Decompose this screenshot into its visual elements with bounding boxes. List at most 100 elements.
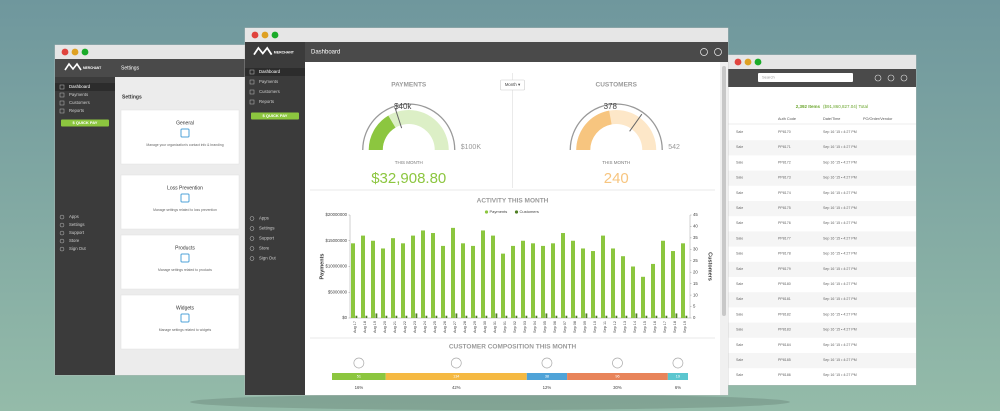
nav-item[interactable]: Reports bbox=[259, 99, 274, 104]
composition-segment[interactable] bbox=[332, 373, 386, 380]
nav-item[interactable]: Dashboard bbox=[259, 69, 281, 74]
bar[interactable] bbox=[451, 227, 455, 318]
bar[interactable] bbox=[651, 263, 655, 318]
nav-item[interactable]: Dashboard bbox=[69, 84, 91, 89]
nav-item[interactable]: Store bbox=[259, 246, 270, 251]
bar[interactable] bbox=[681, 243, 685, 318]
table-cell[interactable]: PP8173 bbox=[778, 176, 791, 180]
card-title[interactable]: Products bbox=[175, 245, 195, 251]
bar[interactable] bbox=[595, 315, 598, 318]
header-icon[interactable] bbox=[887, 74, 895, 82]
bar[interactable] bbox=[381, 248, 385, 318]
window-button[interactable] bbox=[71, 48, 79, 56]
settings-card[interactable] bbox=[120, 109, 240, 165]
bar[interactable] bbox=[475, 315, 478, 318]
bar[interactable] bbox=[361, 235, 365, 318]
bar[interactable] bbox=[655, 315, 658, 318]
table-cell[interactable]: PP8186 bbox=[778, 373, 791, 377]
search-placeholder[interactable]: Search bbox=[762, 75, 775, 80]
bar[interactable] bbox=[491, 235, 495, 318]
bar[interactable] bbox=[661, 240, 665, 318]
bar[interactable] bbox=[571, 240, 575, 318]
table-cell[interactable]: Sep 16 '15 • 4:27 PM bbox=[823, 297, 857, 301]
table-cell[interactable]: PP8172 bbox=[778, 160, 791, 164]
bar[interactable] bbox=[371, 240, 375, 318]
bar[interactable] bbox=[631, 266, 635, 319]
table-cell[interactable]: Sale bbox=[736, 343, 743, 347]
bar[interactable] bbox=[461, 243, 465, 318]
table-cell[interactable]: Sep 16 '15 • 4:27 PM bbox=[823, 373, 857, 377]
bar[interactable] bbox=[401, 243, 405, 318]
legend-label[interactable]: Payments bbox=[490, 209, 508, 214]
settings-card[interactable] bbox=[120, 174, 240, 230]
nav-item[interactable]: Reports bbox=[69, 108, 84, 113]
nav-item[interactable]: Settings bbox=[259, 226, 275, 231]
window-button[interactable] bbox=[271, 31, 279, 39]
table-cell[interactable]: Sep 16 '15 • 4:27 PM bbox=[823, 191, 857, 195]
bar[interactable] bbox=[585, 313, 588, 318]
bar[interactable] bbox=[525, 315, 528, 318]
table-cell[interactable]: PP8180 bbox=[778, 282, 791, 286]
settings-card[interactable] bbox=[120, 294, 240, 350]
bar[interactable] bbox=[485, 315, 488, 318]
settings-card[interactable] bbox=[120, 234, 240, 290]
composition-segment[interactable] bbox=[385, 373, 527, 380]
window-button[interactable] bbox=[744, 58, 752, 66]
table-cell[interactable]: Sale bbox=[736, 236, 743, 240]
bar[interactable] bbox=[591, 251, 595, 318]
bar[interactable] bbox=[375, 313, 378, 318]
quick-pay-label[interactable]: $ QUICK PAY bbox=[263, 113, 288, 118]
table-cell[interactable]: Sep 16 '15 • 4:27 PM bbox=[823, 176, 857, 180]
table-cell[interactable]: Sep 16 '15 • 4:27 PM bbox=[823, 130, 857, 134]
nav-item[interactable]: Apps bbox=[259, 216, 269, 221]
nav-item[interactable]: Settings bbox=[69, 222, 85, 227]
composition-segment[interactable] bbox=[567, 373, 668, 380]
table-cell[interactable]: Sep 16 '15 • 4:27 PM bbox=[823, 145, 857, 149]
table-cell[interactable]: Sale bbox=[736, 267, 743, 271]
nav-item[interactable]: Payments bbox=[69, 92, 88, 97]
bar[interactable] bbox=[411, 235, 415, 318]
table-cell[interactable]: PP8177 bbox=[778, 236, 791, 240]
bar[interactable] bbox=[385, 315, 388, 318]
nav-item[interactable]: Payments bbox=[259, 79, 278, 84]
table-cell[interactable]: Sep 16 '15 • 4:27 PM bbox=[823, 328, 857, 332]
nav-item[interactable]: Support bbox=[69, 230, 85, 235]
header-icon[interactable] bbox=[874, 74, 882, 82]
bar[interactable] bbox=[545, 313, 548, 318]
table-cell[interactable]: PP8181 bbox=[778, 297, 791, 301]
nav-item[interactable]: Apps bbox=[69, 214, 79, 219]
table-cell[interactable]: Sep 16 '15 • 4:27 PM bbox=[823, 236, 857, 240]
bar[interactable] bbox=[445, 315, 448, 318]
bar[interactable] bbox=[625, 315, 628, 318]
quick-pay-button[interactable] bbox=[61, 119, 109, 127]
bar[interactable] bbox=[511, 245, 515, 318]
table-cell[interactable]: Sale bbox=[736, 160, 743, 164]
bar[interactable] bbox=[561, 233, 565, 318]
composition-segment[interactable] bbox=[526, 373, 568, 380]
bar[interactable] bbox=[515, 315, 518, 318]
bar[interactable] bbox=[431, 233, 435, 318]
table-cell[interactable]: PP8183 bbox=[778, 328, 791, 332]
table-cell[interactable]: PP8185 bbox=[778, 358, 791, 362]
bar[interactable] bbox=[565, 315, 568, 318]
window-button[interactable] bbox=[61, 48, 69, 56]
bar[interactable] bbox=[675, 313, 678, 318]
bar[interactable] bbox=[441, 245, 445, 318]
bar[interactable] bbox=[521, 240, 525, 318]
table-cell[interactable]: Sale bbox=[736, 312, 743, 316]
bar[interactable] bbox=[645, 315, 648, 318]
nav-item[interactable]: Sign Out bbox=[69, 246, 87, 251]
bar[interactable] bbox=[355, 315, 358, 318]
header-icon[interactable] bbox=[900, 74, 908, 82]
table-cell[interactable]: Sale bbox=[736, 130, 743, 134]
bar[interactable] bbox=[671, 251, 675, 318]
window-button[interactable] bbox=[734, 58, 742, 66]
bar[interactable] bbox=[425, 315, 428, 318]
period-button[interactable] bbox=[500, 79, 525, 91]
card-title[interactable]: Widgets bbox=[176, 305, 195, 311]
table-cell[interactable]: Sale bbox=[736, 297, 743, 301]
nav-item[interactable]: Customers bbox=[69, 100, 90, 105]
table-cell[interactable]: PP8182 bbox=[778, 312, 791, 316]
table-cell[interactable]: Sep 16 '15 • 4:27 PM bbox=[823, 312, 857, 316]
window-button[interactable] bbox=[81, 48, 89, 56]
